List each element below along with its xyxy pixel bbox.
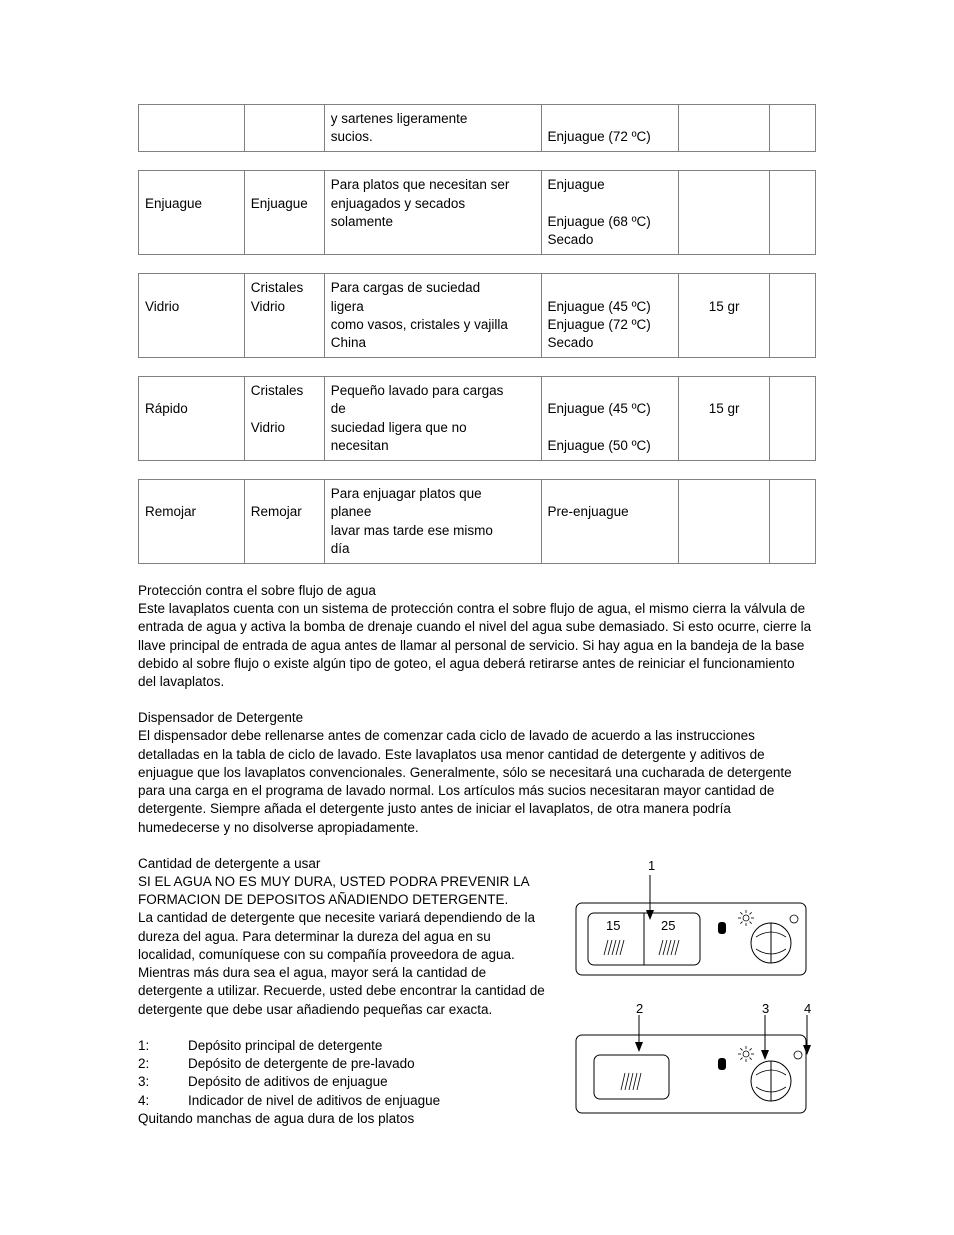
cycle-table: VidrioCristalesVidrioPara cargas de suci… xyxy=(138,273,816,358)
table-cell: Para platos que necesitan serenjuagados … xyxy=(324,171,541,255)
table-cell: Vidrio xyxy=(139,274,245,358)
dispenser-heading: Dispensador de Detergente xyxy=(138,710,303,725)
table-cell: 15 gr xyxy=(679,274,770,358)
svg-text:3: 3 xyxy=(762,1001,769,1016)
amount-body: La cantidad de detergente que necesite v… xyxy=(138,909,546,1018)
table-cell: Rápido xyxy=(139,377,245,461)
amount-heading: Cantidad de detergente a usar xyxy=(138,855,546,873)
table-cell xyxy=(770,377,816,461)
table-cell xyxy=(679,105,770,152)
table-cell xyxy=(770,171,816,255)
cycle-table: Enjuague EnjuaguePara platos que necesit… xyxy=(138,170,816,255)
table-cell: Enjuague (72 ºC) xyxy=(541,105,679,152)
legend-number: 3: xyxy=(138,1073,188,1091)
legend-item: 4:Indicador de nivel de aditivos de enju… xyxy=(138,1092,546,1110)
table-cell: Enjuague Enjuague (68 ºC)Secado xyxy=(541,171,679,255)
table-cell xyxy=(244,105,324,152)
cycle-table: RápidoCristales VidrioPequeño lavado par… xyxy=(138,376,816,461)
legend-item: 1:Depósito principal de detergente xyxy=(138,1037,546,1055)
legend-number: 4: xyxy=(138,1092,188,1110)
overflow-protection-section: Protección contra el sobre flujo de agua… xyxy=(138,582,816,691)
table-cell: Enjuague xyxy=(244,171,324,255)
legend-item: 3:Depósito de aditivos de enjuague xyxy=(138,1073,546,1091)
svg-text:15: 15 xyxy=(606,918,620,933)
svg-text:25: 25 xyxy=(661,918,675,933)
table-cell: Enjuague (45 ºC) Enjuague (50 ºC) xyxy=(541,377,679,461)
table-cell xyxy=(139,105,245,152)
legend-text: Depósito de aditivos de enjuague xyxy=(188,1073,388,1091)
detergent-dispenser-section: Dispensador de Detergente El dispensador… xyxy=(138,709,816,837)
table-cell: CristalesVidrio xyxy=(244,274,324,358)
legend-number: 2: xyxy=(138,1055,188,1073)
hard-water-stains-line: Quitando manchas de agua dura de los pla… xyxy=(138,1110,546,1128)
table-cell: Remojar xyxy=(139,480,245,564)
table-cell xyxy=(679,480,770,564)
legend-text: Indicador de nivel de aditivos de enjuag… xyxy=(188,1092,440,1110)
table-cell: Remojar xyxy=(244,480,324,564)
table-cell: Cristales Vidrio xyxy=(244,377,324,461)
amount-caps-note: SI EL AGUA NO ES MUY DURA, USTED PODRA P… xyxy=(138,873,546,909)
table-cell: Para cargas de suciedadligeracomo vasos,… xyxy=(324,274,541,358)
overflow-heading: Protección contra el sobre flujo de agua xyxy=(138,583,376,598)
table-cell xyxy=(770,274,816,358)
table-cell: Enjuague xyxy=(139,171,245,255)
overflow-body: Este lavaplatos cuenta con un sistema de… xyxy=(138,601,811,689)
diagram-legend: 1:Depósito principal de detergente2:Depó… xyxy=(138,1037,546,1110)
cycle-table: y sartenes ligeramentesucios. Enjuague (… xyxy=(138,104,816,152)
cycle-table: Remojar RemojarPara enjuagar platos quep… xyxy=(138,479,816,564)
legend-text: Depósito de detergente de pre-lavado xyxy=(188,1055,415,1073)
svg-text:2: 2 xyxy=(636,1001,643,1016)
table-cell: 15 gr xyxy=(679,377,770,461)
table-cell xyxy=(679,171,770,255)
svg-text:4: 4 xyxy=(804,1001,811,1016)
legend-number: 1: xyxy=(138,1037,188,1055)
svg-text:1: 1 xyxy=(648,858,655,873)
table-cell: Pequeño lavado para cargasdesuciedad lig… xyxy=(324,377,541,461)
detergent-amount-section: Cantidad de detergente a usar SI EL AGUA… xyxy=(138,855,816,1145)
table-cell: Para enjuagar platos queplaneelavar mas … xyxy=(324,480,541,564)
legend-item: 2:Depósito de detergente de pre-lavado xyxy=(138,1055,546,1073)
dispenser-diagram: 1 15 25 2 3 4 xyxy=(566,855,816,1145)
dispenser-body: El dispensador debe rellenarse antes de … xyxy=(138,728,792,834)
table-cell xyxy=(770,480,816,564)
table-cell: y sartenes ligeramentesucios. xyxy=(324,105,541,152)
table-cell: Pre-enjuague xyxy=(541,480,679,564)
table-cell: Enjuague (45 ºC)Enjuague (72 ºC)Secado xyxy=(541,274,679,358)
legend-text: Depósito principal de detergente xyxy=(188,1037,382,1055)
table-cell xyxy=(770,105,816,152)
